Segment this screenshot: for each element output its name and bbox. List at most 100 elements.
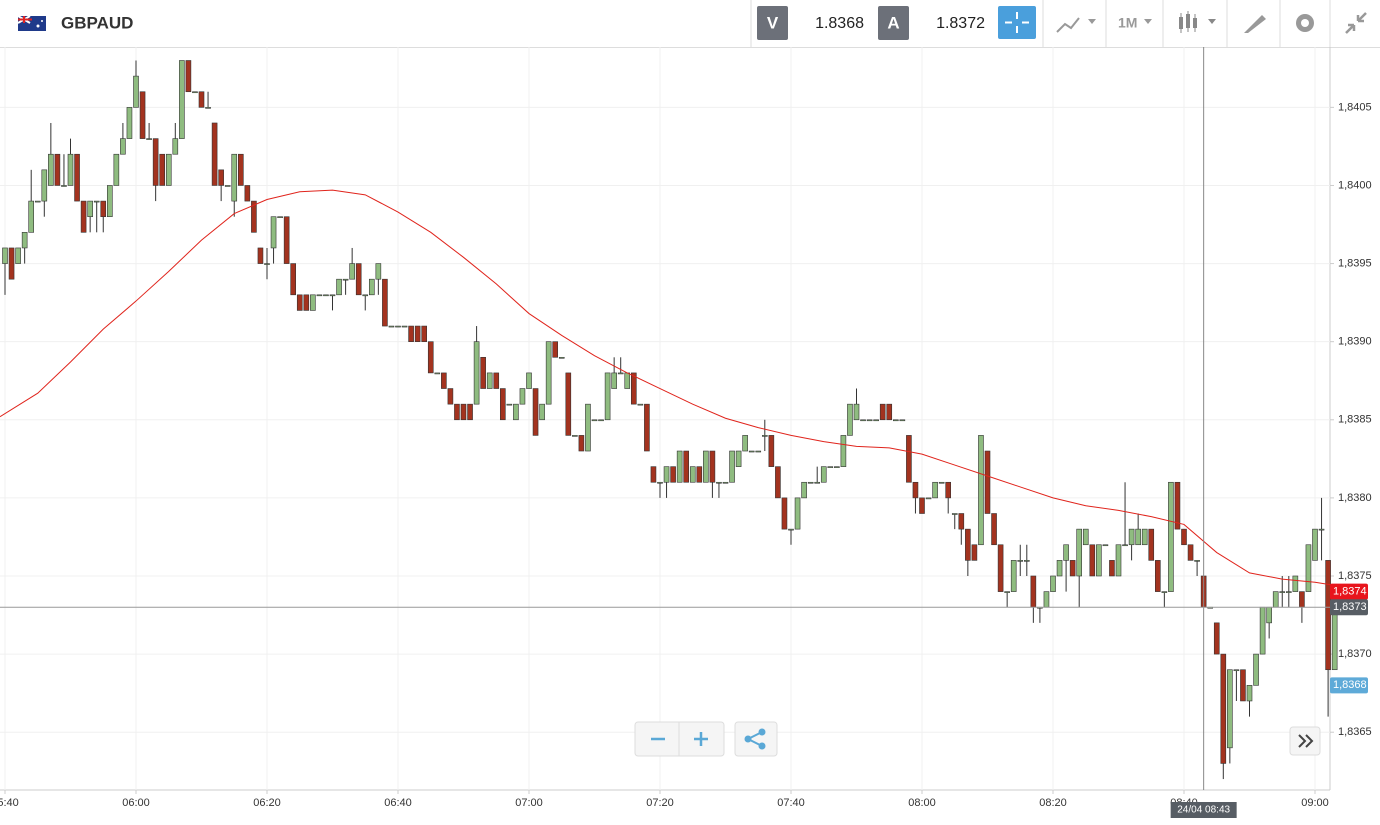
candle-body <box>585 403 591 452</box>
timeframe-button[interactable]: 1M <box>1118 15 1152 31</box>
candle-body <box>1069 560 1076 577</box>
candle-body <box>1082 528 1089 546</box>
settings-button[interactable] <box>1296 14 1314 32</box>
price-tag <box>1330 583 1368 600</box>
candle-body <box>513 403 519 421</box>
candle-body <box>866 419 873 422</box>
indicator-button[interactable] <box>1056 17 1096 33</box>
share-button[interactable] <box>744 728 766 750</box>
collapse-button[interactable] <box>1345 12 1367 34</box>
sell-button[interactable]: V 1.8368 <box>757 6 864 40</box>
candle-body <box>761 435 768 437</box>
candle-body <box>860 419 866 422</box>
candle-body <box>454 403 460 421</box>
candle-body <box>336 278 342 296</box>
candle-body <box>689 466 696 483</box>
candle-body <box>781 497 788 530</box>
candle-body <box>565 372 572 436</box>
candle-body <box>526 372 532 389</box>
candle-body <box>1272 591 1279 608</box>
candle-body <box>997 544 1004 592</box>
buy-label: A <box>887 13 899 32</box>
scroll-end-button[interactable] <box>1298 734 1314 748</box>
candle-body <box>984 450 991 514</box>
zoom-controls <box>634 721 1321 757</box>
candle-body <box>198 91 205 108</box>
candle-body <box>768 435 775 467</box>
candle-body <box>1096 544 1102 577</box>
candle-body <box>1259 606 1266 655</box>
chart-type-button[interactable] <box>1179 11 1216 33</box>
x-tick-label: 07:20 <box>646 797 674 809</box>
candle-body <box>473 341 480 405</box>
candle-body <box>951 513 958 515</box>
candle-body <box>1010 560 1017 592</box>
candle-body <box>604 372 611 421</box>
candle-body <box>853 403 860 421</box>
crosshair-label: 24/04 08:43 <box>1177 805 1230 816</box>
candle-body <box>441 372 447 389</box>
candle-body <box>873 419 879 422</box>
candle-body <box>663 466 670 483</box>
candle-body <box>375 263 382 280</box>
candle-body <box>126 107 133 139</box>
zoom-in-button[interactable] <box>694 732 708 746</box>
sell-price: 1.8368 <box>815 15 864 32</box>
candle-body <box>1024 560 1030 562</box>
candle-body <box>368 278 375 296</box>
candle-body <box>879 403 886 421</box>
candle-body <box>945 481 952 499</box>
candle-body <box>34 200 41 203</box>
candle-body <box>264 263 270 265</box>
y-tick-label: 1,8405 <box>1338 101 1372 113</box>
candle-body <box>1246 685 1253 702</box>
candle-body <box>925 497 932 500</box>
candle-body <box>224 185 231 187</box>
candle-body <box>499 388 506 421</box>
y-tick-label: 1,8390 <box>1338 336 1372 348</box>
crosshair-button[interactable] <box>998 6 1036 39</box>
candle-body <box>991 513 997 546</box>
draw-button[interactable] <box>1244 15 1266 33</box>
y-tick-label: 1,8385 <box>1338 414 1372 426</box>
x-tick-label: 08:20 <box>1039 797 1067 809</box>
candle-body <box>211 122 218 186</box>
candle-body <box>840 435 847 467</box>
candle-body <box>2 247 8 264</box>
price-tag-label: 1,8374 <box>1333 586 1367 598</box>
buy-price: 1.8372 <box>936 15 985 32</box>
candle-body <box>28 200 35 233</box>
candle-body <box>277 216 283 219</box>
chart: 1,8365 1,8370 1,8375 1,8380 1,8385 1,8390 1,83… <box>0 47 1372 818</box>
candle-body <box>670 466 676 483</box>
candle-body <box>238 153 244 186</box>
candle-body <box>1122 544 1128 547</box>
candle-body <box>257 247 264 264</box>
candle-body <box>349 263 355 280</box>
candle-body <box>722 481 729 484</box>
candle-body <box>1286 591 1292 593</box>
candle-body <box>545 341 552 405</box>
candle-body <box>427 341 434 374</box>
candle-body <box>1312 528 1318 561</box>
price-tag <box>1330 677 1368 694</box>
candle-body <box>539 403 545 421</box>
y-tick-label: 1,8400 <box>1338 179 1372 191</box>
candle-body <box>644 403 650 452</box>
candle-body <box>395 325 401 328</box>
candle-body <box>637 403 644 406</box>
candle-body <box>296 294 303 311</box>
candle-body <box>912 481 919 499</box>
candle-body <box>892 419 899 422</box>
candle-body <box>506 403 513 406</box>
candle-body <box>1102 544 1109 547</box>
candle-body <box>244 185 251 202</box>
candle-body <box>87 200 93 218</box>
candle-body <box>290 263 297 296</box>
candle-body <box>906 435 912 483</box>
candle-body <box>15 247 21 264</box>
sell-label: V <box>767 13 779 32</box>
x-tick-label: 05:40 <box>0 797 19 809</box>
candle-body <box>1266 606 1272 624</box>
buy-button[interactable]: A 1.8372 <box>878 6 985 40</box>
